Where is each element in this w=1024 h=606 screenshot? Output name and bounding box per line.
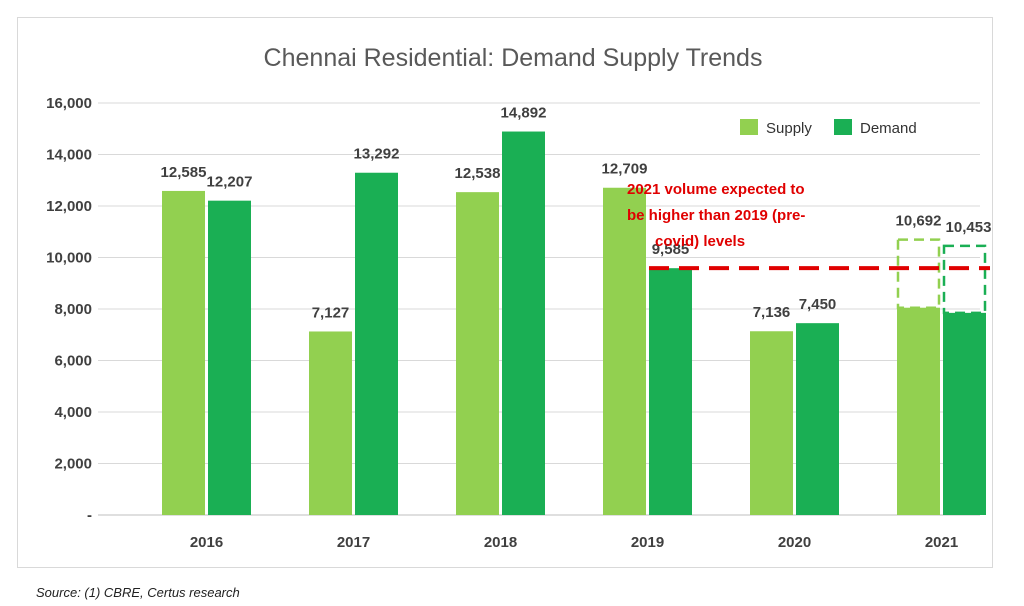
y-tick-label: 12,000 — [46, 198, 92, 215]
bar-demand-2018 — [502, 131, 545, 515]
value-label-demand-2020: 7,450 — [799, 296, 837, 313]
y-tick-label: 6,000 — [54, 353, 92, 370]
value-label-supply-2019: 12,709 — [602, 161, 648, 178]
value-label-supply-2021: 10,692 — [896, 213, 942, 230]
bar-supply-2018 — [456, 192, 499, 516]
value-label-demand-2018: 14,892 — [501, 105, 547, 122]
bar-demand-2019 — [649, 268, 692, 515]
value-label-supply-2020: 7,136 — [753, 304, 791, 321]
value-label-supply-2016: 12,585 — [161, 164, 207, 181]
y-tick-label: 14,000 — [46, 147, 92, 164]
projected-outline-demand-2021 — [942, 244, 987, 315]
bar-supply-2016 — [162, 190, 205, 515]
x-tick-label-2018: 2018 — [484, 534, 517, 551]
value-label-supply-2017: 7,127 — [312, 304, 350, 321]
value-label-demand-2021: 10,453 — [946, 219, 992, 236]
y-tick-label: 10,000 — [46, 250, 92, 267]
bar-chart: Chennai Residential: Demand Supply Trend… — [46, 44, 992, 551]
annotation-line-3: covid) levels — [655, 233, 745, 250]
value-label-supply-2018: 12,538 — [455, 165, 501, 182]
annotation-line-1: 2021 volume expected to — [627, 181, 805, 198]
x-tick-label-2017: 2017 — [337, 534, 370, 551]
x-tick-label-2021: 2021 — [925, 534, 958, 551]
x-tick-label-2016: 2016 — [190, 534, 223, 551]
chart-title: Chennai Residential: Demand Supply Trend… — [264, 44, 763, 72]
value-label-demand-2019: 9,585 — [652, 241, 690, 258]
annotation: 2021 volume expected to be higher than 2… — [627, 181, 805, 250]
y-tick-label: - — [87, 507, 92, 524]
source-note: Source: (1) CBRE, Certus research — [36, 585, 240, 600]
bar-demand-2017 — [355, 172, 398, 515]
legend-swatch-supply — [740, 119, 758, 135]
legend-label-supply: Supply — [766, 120, 812, 137]
bar-supply-2021 — [897, 307, 940, 515]
value-label-demand-2016: 12,207 — [207, 174, 253, 191]
bar-supply-2019 — [603, 187, 646, 515]
bar-supply-2020 — [750, 331, 793, 515]
legend-swatch-demand — [834, 119, 852, 135]
y-tick-label: 8,000 — [54, 301, 92, 318]
legend-label-demand: Demand — [860, 120, 917, 137]
y-tick-label: 2,000 — [54, 456, 92, 473]
bar-supply-2017 — [309, 331, 352, 515]
bars — [162, 131, 987, 516]
y-axis-ticks: - 2,000 4,000 6,000 8,000 10,000 12,000 14,000 1… — [46, 95, 92, 524]
bar-demand-2021 — [943, 312, 986, 515]
projected-outline-supply-2021 — [896, 238, 941, 309]
x-axis-ticks: 2016 2017 2018 2019 2020 2021 — [190, 534, 958, 551]
annotation-line-2: be higher than 2019 (pre- — [627, 207, 805, 224]
bar-demand-2016 — [208, 200, 251, 516]
x-tick-label-2020: 2020 — [778, 534, 811, 551]
y-tick-label: 16,000 — [46, 95, 92, 112]
value-label-demand-2017: 13,292 — [354, 146, 400, 163]
legend: Supply Demand — [740, 119, 917, 137]
x-tick-label-2019: 2019 — [631, 534, 664, 551]
y-tick-label: 4,000 — [54, 404, 92, 421]
bar-demand-2020 — [796, 323, 839, 515]
